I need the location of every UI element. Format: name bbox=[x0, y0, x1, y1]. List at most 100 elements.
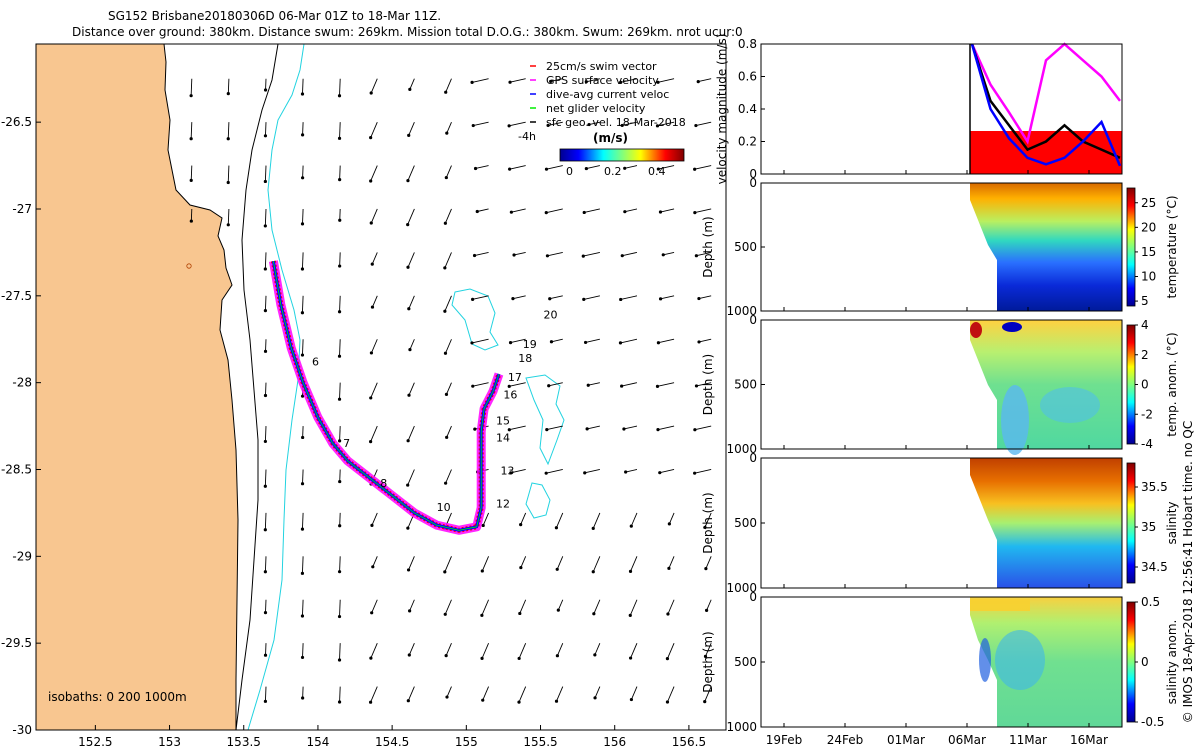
map-ytick-label: -27.5 bbox=[1, 289, 32, 303]
velocity-vector bbox=[668, 512, 675, 525]
velocity-vector-head bbox=[586, 383, 590, 387]
velocity-vector-head bbox=[481, 698, 485, 702]
colorbar-tick-label: 0 bbox=[1141, 655, 1149, 669]
day-label: 18 bbox=[518, 352, 532, 365]
velocity-vector bbox=[474, 251, 489, 256]
velocity-vector-head bbox=[300, 353, 305, 357]
velocity-vector-head bbox=[556, 608, 560, 612]
colorbar-tick-0: 0 bbox=[566, 165, 573, 178]
velocity-vector-head bbox=[338, 439, 342, 443]
velocity-vector bbox=[471, 338, 489, 344]
velocity-vector bbox=[370, 121, 378, 138]
velocity-vector-head bbox=[263, 88, 268, 92]
velocity-series-magenta bbox=[970, 42, 1121, 145]
day-label: 7 bbox=[343, 437, 350, 450]
velocity-vector-head bbox=[549, 79, 553, 84]
velocity-vector bbox=[264, 426, 267, 442]
colorbar-unit: (m/s) bbox=[593, 131, 628, 145]
velocity-vector-head bbox=[263, 393, 268, 398]
velocity-vector bbox=[190, 78, 193, 96]
section-ytick-label: 500 bbox=[734, 655, 757, 669]
velocity-vector bbox=[548, 382, 563, 387]
velocity-vector-head bbox=[693, 211, 697, 215]
velocity-vector bbox=[471, 78, 489, 83]
velocity-vector bbox=[519, 599, 527, 614]
velocity-vector bbox=[510, 338, 526, 344]
salinity-anomaly-section bbox=[970, 597, 1122, 727]
velocity-vector bbox=[302, 208, 304, 224]
colorbar-tick-label: -2 bbox=[1141, 407, 1153, 421]
velocity-vector bbox=[657, 382, 675, 387]
velocity-vector-head bbox=[189, 137, 193, 141]
velocity-vector bbox=[667, 686, 675, 703]
velocity-vector bbox=[660, 208, 675, 213]
velocity-vector bbox=[694, 208, 712, 214]
salinity-section bbox=[970, 458, 1122, 588]
map-xtick-label: 155.5 bbox=[523, 735, 557, 749]
velocity-vector-head bbox=[593, 696, 597, 700]
date-tick-label: 19Feb bbox=[766, 733, 803, 747]
isobath-seamount-1 bbox=[451, 288, 499, 351]
velocity-vector-head bbox=[300, 133, 305, 137]
velocity-vector-head bbox=[697, 340, 701, 344]
velocity-vector-head bbox=[263, 267, 267, 271]
velocity-ylabel: velocity magnitude (m/s) bbox=[715, 34, 729, 185]
velocity-vector-head bbox=[406, 568, 411, 572]
velocity-vector bbox=[302, 122, 304, 135]
velocity-vector-head bbox=[369, 179, 373, 183]
velocity-vector-head bbox=[263, 484, 267, 488]
salinity-anomaly-colorbar bbox=[1126, 601, 1136, 723]
velocity-vector bbox=[339, 122, 341, 139]
legend-entry-1: GPS surface velocity bbox=[546, 74, 659, 87]
temperature-colorbar bbox=[1126, 187, 1136, 307]
velocity-vector bbox=[472, 382, 489, 387]
colorbar-ticks: 5 10 15 20 25 temperature (°C) -4 -2 0 2 4 temp. an… bbox=[1135, 196, 1179, 729]
map-ytick-label: -29 bbox=[12, 549, 32, 563]
velocity-vector-head bbox=[548, 297, 552, 301]
day-label: 19 bbox=[523, 338, 537, 351]
colorbar-tick-label: 2 bbox=[1141, 348, 1149, 362]
velocity-vector-head bbox=[470, 341, 474, 345]
velocity-vector bbox=[509, 165, 526, 170]
section-ytick-label: 1000 bbox=[726, 442, 757, 456]
velocity-vector bbox=[509, 425, 526, 431]
velocity-vector-head bbox=[481, 523, 485, 528]
velocity-vector bbox=[227, 122, 230, 139]
velocity-vector bbox=[370, 78, 378, 94]
velocity-vector bbox=[556, 556, 564, 570]
velocity-vector-head bbox=[591, 570, 595, 574]
velocity-vector-head bbox=[555, 567, 559, 571]
velocity-vector-head bbox=[519, 523, 523, 527]
velocity-vector-head bbox=[696, 80, 700, 84]
map-xtick-label: 156.5 bbox=[672, 735, 706, 749]
colorbar-tick-2: 0.4 bbox=[648, 165, 666, 178]
velocity-vector-head bbox=[338, 264, 342, 268]
velocity-vector-head bbox=[620, 123, 624, 128]
velocity-vector bbox=[593, 599, 601, 614]
velocity-vector bbox=[694, 165, 712, 170]
velocity-vector bbox=[481, 556, 489, 572]
velocity-vector-head bbox=[471, 123, 475, 128]
velocity-vector-head bbox=[693, 428, 697, 432]
map-ytick-label: -28 bbox=[12, 376, 32, 390]
velocity-vector-head bbox=[263, 699, 268, 703]
velocity-vector-head bbox=[507, 428, 511, 432]
velocity-vector-head bbox=[475, 209, 479, 214]
velocity-vector bbox=[301, 295, 304, 313]
velocity-vector-head bbox=[300, 222, 305, 226]
velocity-vector-head bbox=[511, 297, 515, 301]
velocity-vector-head bbox=[368, 700, 373, 704]
velocity-vector bbox=[339, 512, 341, 526]
velocity-vector-head bbox=[406, 439, 410, 443]
section-ytick-label: 500 bbox=[734, 378, 757, 392]
velocity-vector-head bbox=[656, 428, 660, 432]
velocity-vector bbox=[557, 599, 564, 611]
velocity-vector-head bbox=[443, 351, 448, 355]
velocity-vector-head bbox=[369, 351, 374, 355]
map-ytick-label: -30 bbox=[12, 723, 32, 737]
map-xtick-label: 155 bbox=[455, 735, 478, 749]
velocity-vector-head bbox=[263, 179, 267, 184]
velocity-panel: 0 0.2 0.4 0.6 0.8 velocity magnitude (m/s) bbox=[715, 34, 1123, 185]
legend-entry-4: sfc geo. vel. 18-Mar-2018 bbox=[546, 116, 686, 129]
velocity-vector-head bbox=[545, 428, 549, 432]
